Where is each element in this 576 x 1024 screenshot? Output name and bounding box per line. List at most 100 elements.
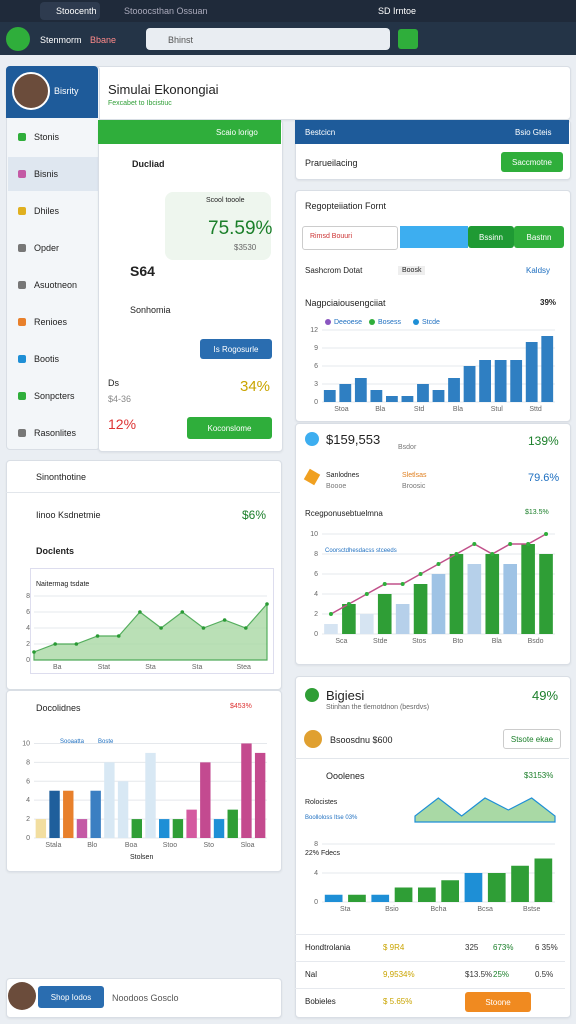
list-item[interactable]: Ducliad [132, 159, 165, 169]
nav-item[interactable]: Renioes [8, 305, 98, 339]
x-tick-label: Bla [492, 638, 502, 645]
bar [494, 360, 507, 402]
x-tick-label: Stul [491, 406, 504, 413]
tab-title[interactable]: Stooocsthan Ossuan [124, 6, 208, 16]
x-tick-label: Stala [45, 842, 61, 849]
table-row: Nal 9,9534% $13.5% 25% 0.5% [295, 961, 565, 988]
logo[interactable] [6, 27, 30, 51]
panel-title: Bestcicn [305, 128, 336, 137]
list-item[interactable]: S64 [130, 263, 155, 279]
bar [441, 880, 460, 902]
chip[interactable]: Boosk [398, 266, 426, 275]
panel-link[interactable]: Bsio Gteis [515, 128, 552, 137]
input-text[interactable]: Rimsd Bouuri [310, 233, 353, 240]
table-cell: Bobieles [305, 997, 336, 1006]
point [346, 602, 351, 606]
filter-label: Sashcrom Dotat [305, 266, 363, 275]
bar [525, 342, 538, 402]
avatar[interactable] [304, 730, 322, 748]
chart-label: 22% Fdecs [305, 850, 341, 857]
button[interactable]: Stsote ekae [503, 729, 561, 749]
legend-swatch [325, 319, 331, 325]
bar [241, 743, 252, 838]
y-tick-label: 10 [22, 740, 30, 747]
section-title: Ooolenes [326, 771, 365, 781]
point [180, 610, 185, 614]
button[interactable]: Stoone [465, 992, 531, 1012]
x-tick-label: Stat [98, 664, 111, 671]
y-tick-label: 9 [314, 345, 318, 352]
input[interactable] [302, 226, 398, 250]
percent: 12% [108, 416, 137, 432]
x-tick-label: Sta [340, 906, 351, 913]
nav-icon [18, 281, 26, 289]
button[interactable]: Koconslome [187, 417, 272, 439]
bar [172, 819, 184, 838]
button[interactable]: Saccmotne [501, 152, 563, 172]
tab[interactable]: Bastnn [514, 226, 564, 248]
tab[interactable] [40, 2, 100, 20]
nav-item[interactable]: Bisnis [8, 157, 98, 191]
chart-badge: $13.5% [525, 509, 549, 516]
legend-label: Stcde [422, 319, 440, 326]
point [116, 634, 121, 638]
y-tick-label: 0 [26, 657, 30, 664]
tab-title[interactable]: Stoocenth [56, 6, 97, 16]
avatar[interactable] [8, 982, 36, 1010]
bar [463, 366, 476, 402]
nav-item[interactable]: Rasonlites [8, 416, 98, 450]
icon [305, 688, 319, 702]
bar [227, 809, 238, 838]
search-placeholder[interactable]: Bhinst [168, 35, 194, 45]
nav-item[interactable]: Stonis [8, 120, 98, 154]
row-label: Iinoo Ksdnetmie [36, 510, 101, 520]
button[interactable]: Is Rogosurle [200, 339, 272, 359]
point [53, 642, 57, 646]
bar [541, 336, 554, 402]
bar [395, 604, 410, 634]
legend: Coorsctdhesdacss stceeds [325, 548, 397, 554]
bar [370, 390, 383, 402]
combo-chart: 0 2 4 6 8 10 Sca Stde Stos Bto Bla Bsdo [310, 531, 555, 645]
point [418, 572, 423, 576]
table-cell: $13.5% [465, 970, 493, 979]
point [400, 582, 405, 586]
search-box[interactable] [146, 28, 390, 50]
nav-label: Rasonlites [34, 428, 77, 438]
nav-item[interactable]: Opder [8, 231, 98, 265]
avatar[interactable] [12, 72, 50, 110]
page-title: Simulai Ekonongiai [108, 82, 219, 97]
point [382, 582, 387, 586]
button[interactable]: Shop Iodos [38, 986, 104, 1008]
table-cell: 673% [493, 943, 514, 952]
x-tick-label: Stea [236, 664, 251, 671]
x-tick-label: Stoo [163, 842, 178, 849]
list-item[interactable]: Sonhomia [130, 305, 171, 315]
y-tick-label: 2 [26, 641, 30, 648]
bar [342, 604, 356, 634]
point [472, 542, 477, 546]
nav-item[interactable]: Sonpcters [8, 379, 98, 413]
tab[interactable]: Bssinn [468, 226, 514, 248]
panel-title: Sinonthotine [36, 472, 87, 482]
link[interactable]: Kaldsy [526, 266, 551, 275]
bar [131, 819, 143, 838]
point [490, 552, 495, 556]
panel-label: Prarueilacing [305, 158, 358, 168]
y-tick-label: 2 [26, 816, 30, 823]
y-tick-label: 4 [26, 797, 30, 804]
tab[interactable] [400, 226, 468, 248]
nav-icon [18, 355, 26, 363]
tab-title[interactable]: SD Irntoe [378, 6, 417, 16]
add-button[interactable] [398, 29, 418, 49]
nav-item[interactable]: Bootis [8, 342, 98, 376]
point [222, 618, 227, 622]
nav-item[interactable]: Asuotneon [8, 268, 98, 302]
bar [348, 894, 366, 902]
legend-label: Deeoese [334, 319, 362, 326]
x-tick-label: Ba [53, 664, 62, 671]
x-tick-label: Sca [335, 638, 347, 645]
nav-label: Asuotneon [34, 280, 78, 290]
point [32, 650, 36, 654]
nav-item[interactable]: Dhiles [8, 194, 98, 228]
